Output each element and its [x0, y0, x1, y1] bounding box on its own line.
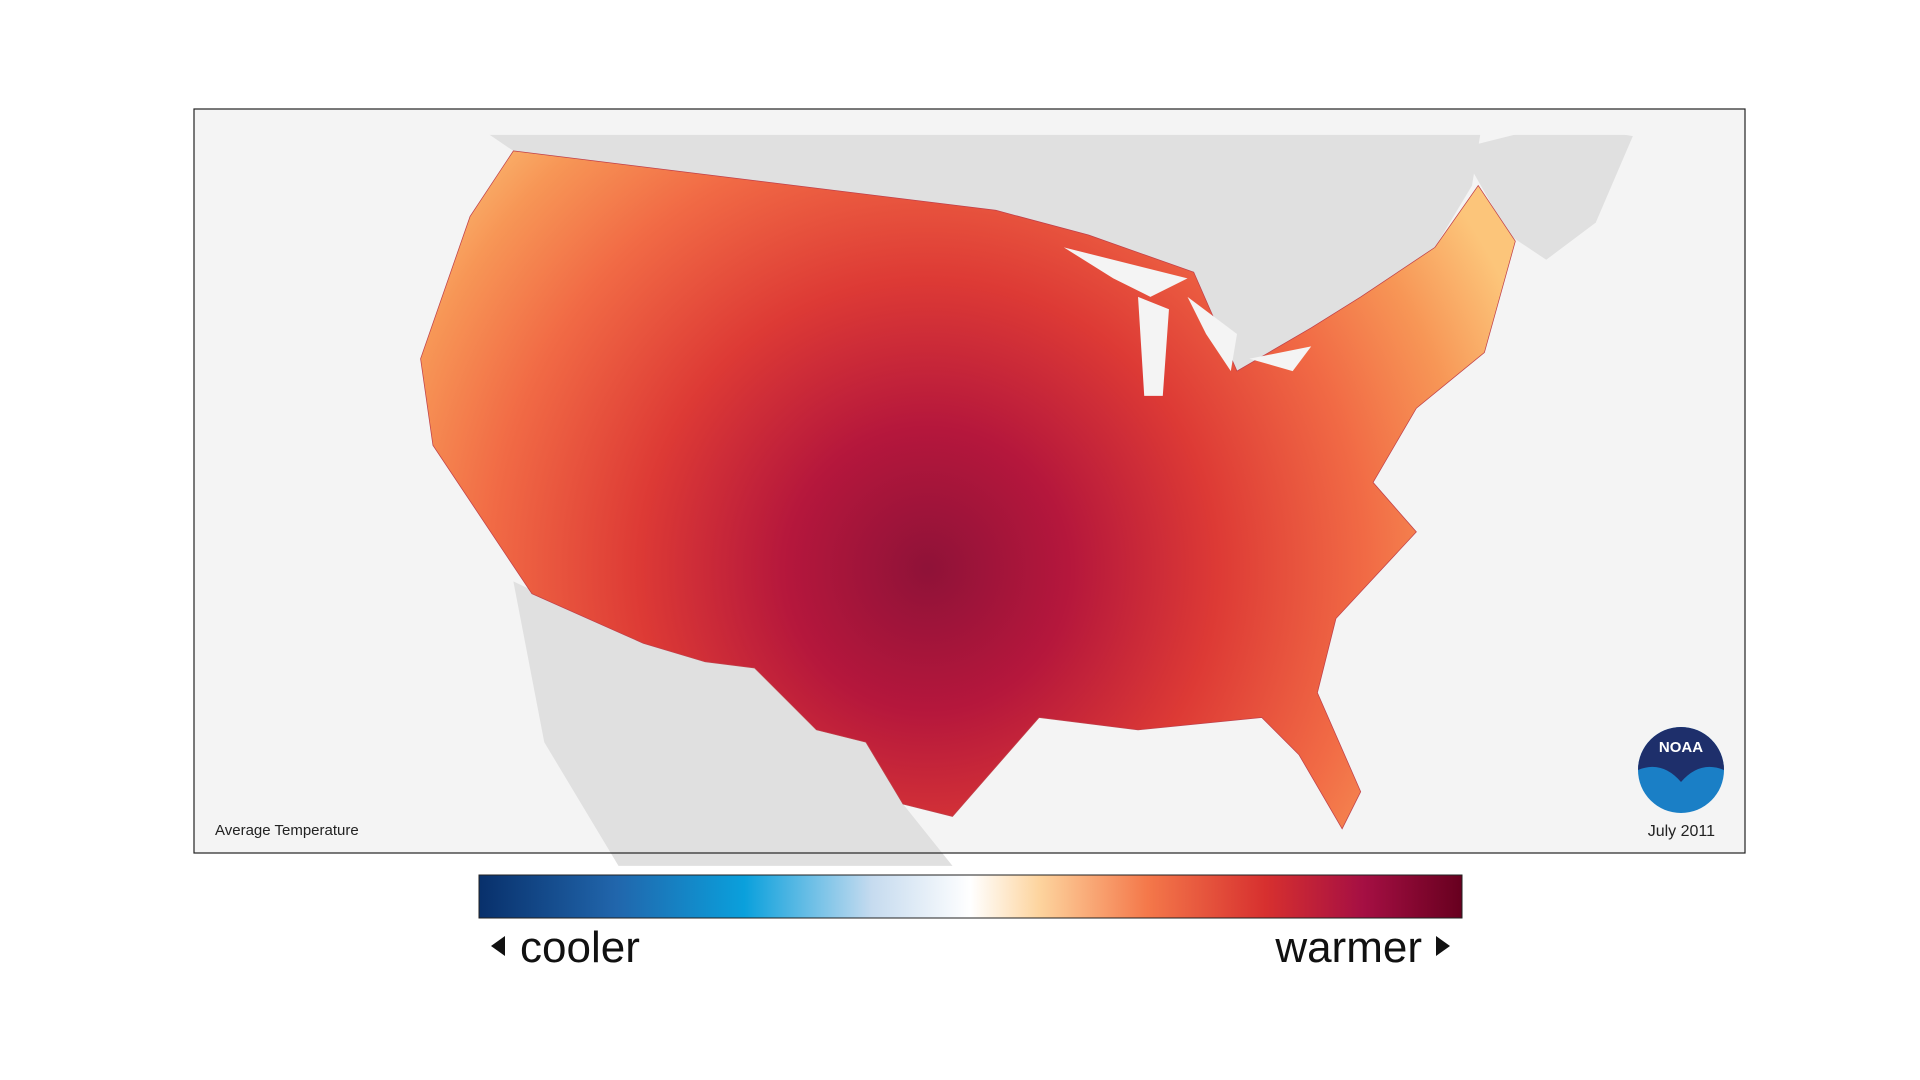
- noaa-logo: NOAA: [1638, 727, 1724, 813]
- warmer-arrow: [1436, 936, 1450, 956]
- legend-high: warmer: [1274, 923, 1422, 972]
- mexico: [513, 581, 953, 866]
- logo-text: NOAA: [1659, 739, 1703, 756]
- maritimes: [1459, 134, 1633, 260]
- canada: [489, 134, 1481, 372]
- cooler-arrow: [491, 936, 505, 956]
- color-scale: [478, 874, 1463, 919]
- map-frame: [193, 108, 1746, 854]
- contiguous-us: [420, 150, 1516, 830]
- map-date: July 2011: [1648, 823, 1715, 840]
- map-title: Average Temperature: [215, 822, 359, 839]
- legend-low: cooler: [520, 923, 640, 972]
- map-land: [420, 134, 1633, 866]
- logo-top: [1638, 727, 1724, 782]
